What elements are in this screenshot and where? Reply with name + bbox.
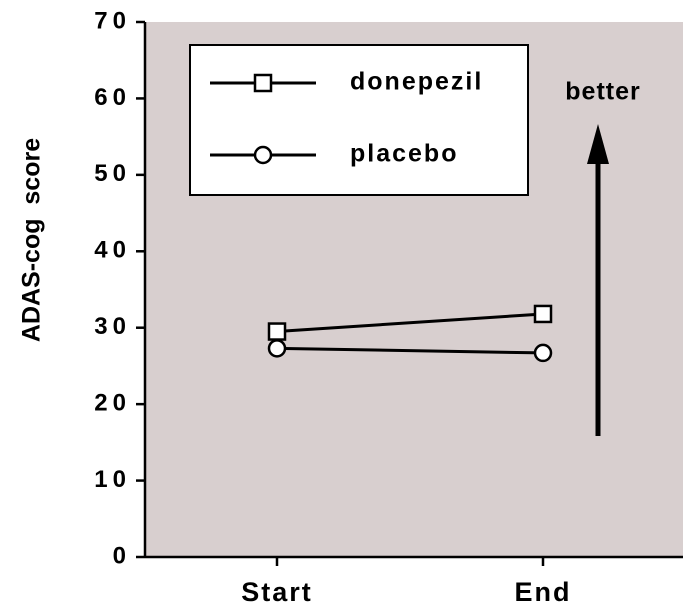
- data-point: [533, 304, 553, 324]
- y-tick-label: 20: [94, 389, 131, 416]
- series-line: [276, 312, 544, 334]
- legend-marker: [253, 73, 273, 93]
- annotation: better: [565, 78, 640, 106]
- data-point: [267, 339, 287, 358]
- x-tick-label: End: [515, 577, 572, 607]
- legend-label: donepezil: [350, 68, 483, 96]
- y-tick-label: 50: [94, 160, 131, 187]
- legend: [189, 44, 529, 196]
- data-point: [533, 343, 553, 363]
- y-tick-label: 0: [113, 542, 131, 569]
- x-tick-label: Start: [241, 577, 313, 607]
- y-tick-label: 40: [94, 237, 131, 264]
- y-tick-label: 70: [94, 7, 131, 34]
- legend-marker: [253, 145, 273, 165]
- y-tick-label: 30: [94, 313, 131, 340]
- legend-label: placebo: [350, 140, 458, 168]
- y-axis-label: ADAS-cog score: [18, 138, 46, 342]
- y-tick-label: 10: [94, 466, 131, 493]
- series-line: [276, 346, 544, 355]
- y-tick-label: 60: [94, 84, 131, 111]
- data-point: [267, 322, 287, 341]
- arrow-head: [587, 124, 609, 164]
